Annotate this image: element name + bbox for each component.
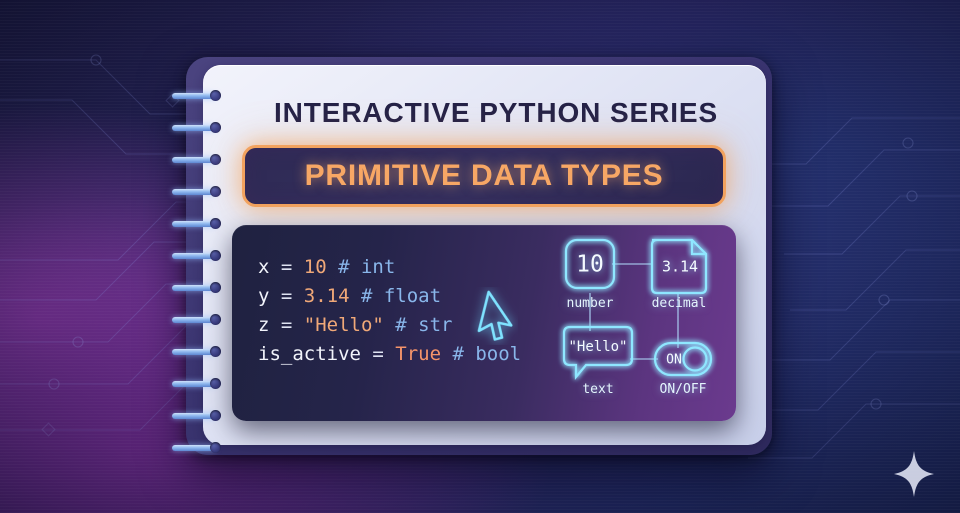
node-label-boolean: ON/OFF <box>660 382 707 397</box>
code-token: "Hello" <box>303 314 384 336</box>
toggle-knob-icon <box>682 346 708 372</box>
spiral-ring-bar <box>172 413 216 419</box>
spiral-ring-bar <box>172 253 216 259</box>
spiral-ring-hole <box>210 154 221 165</box>
node-label-number: number <box>567 296 614 311</box>
code-token: = <box>360 343 396 365</box>
code-block: x = 10 # int y = 3.14 # float z = "Hello" … <box>258 253 521 369</box>
code-token: is_active <box>258 343 361 365</box>
node-label-decimal: decimal <box>652 296 707 311</box>
code-token: = <box>269 285 304 307</box>
spiral-ring-hole <box>210 186 221 197</box>
code-line: y = 3.14 # float <box>258 282 521 311</box>
spiral-ring-bar <box>172 285 216 291</box>
code-token: = <box>269 314 304 336</box>
page-title: INTERACTIVE PYTHON SERIES <box>273 97 719 128</box>
code-panel: x = 10 # int y = 3.14 # float z = "Hello" … <box>232 225 736 421</box>
data-type-diagram: 10 number 3.14 decimal "Hello" text ON ON/OFF <box>562 238 713 397</box>
code-token: 10 <box>303 256 327 278</box>
code-token: x <box>258 256 270 278</box>
node-value-number: 10 <box>576 252 604 278</box>
node-value-decimal: 3.14 <box>662 258 698 276</box>
code-token: z <box>258 314 270 336</box>
node-shape-number <box>564 238 616 290</box>
code-line: z = "Hello" # str <box>258 311 521 340</box>
spiral-ring-bar <box>172 317 216 323</box>
code-token: y <box>258 285 270 307</box>
code-line: is_active = True # bool <box>258 340 521 369</box>
spiral-ring-bar <box>172 381 216 387</box>
spiral-ring-hole <box>210 122 221 133</box>
node-shape-decimal-fold <box>690 240 706 256</box>
spiral-ring-hole <box>210 218 221 229</box>
code-token: # float <box>349 285 442 307</box>
spiral-ring-bar <box>172 189 216 195</box>
notebook-card: INTERACTIVE PYTHON SERIES PRIMITIVE DATA… <box>172 57 772 455</box>
spiral-ring-hole <box>210 442 221 453</box>
code-token: # int <box>326 256 396 278</box>
spiral-ring-bar <box>172 349 216 355</box>
spiral-ring-bar <box>172 221 216 227</box>
spiral-ring-hole <box>210 282 221 293</box>
spiral-ring-hole <box>210 90 221 101</box>
node-value-text: "Hello" <box>568 339 627 355</box>
spiral-binding <box>172 57 232 455</box>
spiral-ring-hole <box>210 250 221 261</box>
node-value-boolean: ON <box>666 353 682 368</box>
badge-label: PRIMITIVE DATA TYPES <box>304 159 664 192</box>
code-line: x = 10 # int <box>258 253 521 282</box>
spiral-ring-bar <box>172 125 216 131</box>
spiral-ring-bar <box>172 445 216 451</box>
status-badge: PRIMITIVE DATA TYPES <box>242 145 726 207</box>
node-shape-decimal <box>650 238 708 295</box>
spiral-ring-bar <box>172 157 216 163</box>
node-shape-text <box>562 325 634 381</box>
code-token: # str <box>383 314 453 336</box>
spiral-ring-hole <box>210 314 221 325</box>
spiral-ring-hole <box>210 410 221 421</box>
node-shape-boolean <box>653 341 713 377</box>
spiral-ring-bar <box>172 93 216 99</box>
spiral-ring-hole <box>210 378 221 389</box>
code-token: 3.14 <box>303 285 350 307</box>
node-label-text: text <box>582 382 613 397</box>
spiral-ring-hole <box>210 346 221 357</box>
sparkle-star-icon <box>894 451 934 497</box>
mouse-pointer-arrow-icon <box>477 290 513 341</box>
code-token: True <box>395 343 442 365</box>
code-token: = <box>269 256 304 278</box>
code-token: # bool <box>441 343 522 365</box>
